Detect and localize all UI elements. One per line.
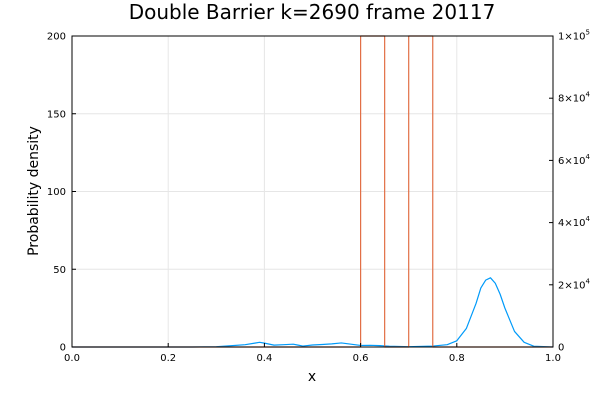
y2-tick-exponent: 4 — [585, 153, 590, 161]
x-axis-label: x — [308, 369, 316, 385]
y2-tick-base: 0 — [558, 343, 564, 354]
y-tick-label: 200 — [47, 32, 66, 43]
y2-tick-exponent: 4 — [585, 277, 590, 285]
y-tick-label: 0 — [60, 343, 66, 354]
chart-title: Double Barrier k=2690 frame 20117 — [129, 0, 496, 24]
y2-tick-exponent: 5 — [585, 29, 589, 37]
y2-tick-exponent: 4 — [585, 91, 590, 99]
y2-tick-base: 8×10 — [558, 94, 585, 105]
y2-tick-base: 4×10 — [558, 218, 585, 229]
y2-tick-label: 6×104 — [558, 153, 590, 167]
y2-tick-label: 1×105 — [558, 29, 590, 43]
x-tick-label: 0.2 — [160, 353, 176, 364]
y2-tick-base: 6×10 — [558, 156, 585, 167]
x-tick-label: 0.6 — [353, 353, 369, 364]
y-tick-label: 150 — [47, 109, 66, 120]
y2-tick-exponent: 4 — [585, 215, 590, 223]
y2-tick-base: 1×10 — [558, 32, 585, 43]
y2-tick-label: 4×104 — [558, 215, 590, 229]
x-tick-label: 0.0 — [64, 353, 80, 364]
y2-tick-label: 0 — [558, 343, 564, 354]
y-tick-label: 50 — [53, 265, 66, 276]
y2-tick-label: 2×104 — [558, 277, 590, 291]
y-tick-label: 100 — [47, 187, 66, 198]
y2-tick-label: 8×104 — [558, 91, 590, 105]
probability-density-line — [72, 277, 554, 348]
x-tick-label: 0.8 — [449, 353, 465, 364]
x-tick-label: 0.4 — [256, 353, 272, 364]
grid — [71, 35, 554, 348]
x-axis-ticks: 0.0 0.2 0.4 0.6 0.8 1.0 — [64, 343, 561, 364]
y-axis-ticks: 0 50 100 150 200 — [47, 32, 76, 354]
x-tick-label: 1.0 — [545, 353, 561, 364]
y2-tick-base: 2×10 — [558, 280, 585, 291]
y-axis-label: Probability density — [26, 126, 42, 256]
